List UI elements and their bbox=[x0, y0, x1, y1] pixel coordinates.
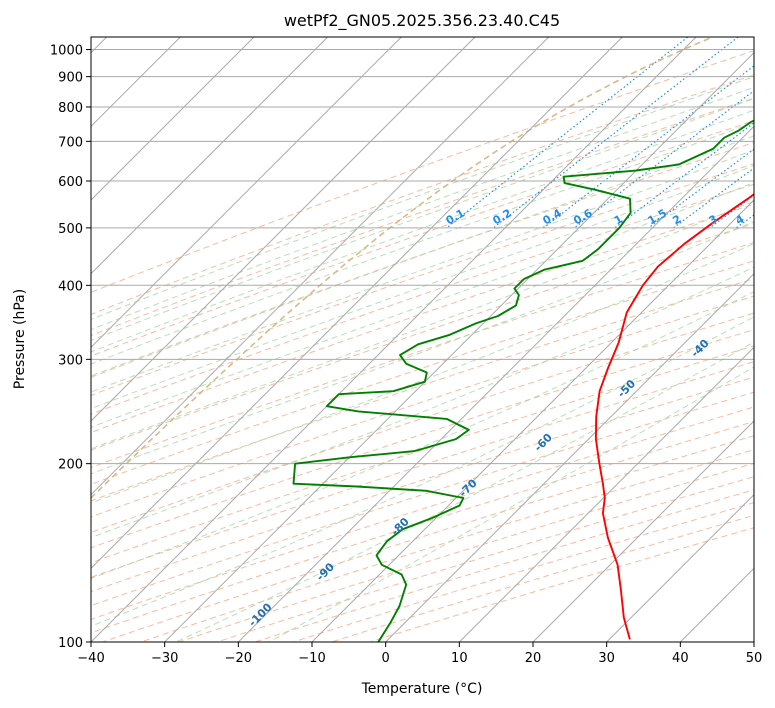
x-tick-label: −10 bbox=[298, 651, 325, 666]
dry-adiabat-line bbox=[91, 278, 754, 502]
isotherm-line bbox=[91, 37, 550, 496]
y-tick-label: 700 bbox=[58, 135, 83, 150]
moist-adiabat-line bbox=[91, 266, 754, 539]
isotherm-line bbox=[237, 125, 754, 642]
isotherm-line bbox=[385, 272, 754, 642]
x-tick-label: −40 bbox=[77, 651, 104, 666]
x-tick-label: −30 bbox=[151, 651, 178, 666]
sounding-lines bbox=[292, 119, 754, 642]
y-tick-label: 100 bbox=[58, 636, 83, 651]
dry-adiabat-line bbox=[91, 295, 754, 518]
chart-title: wetPf2_GN05.2025.356.23.40.C45 bbox=[284, 11, 560, 31]
moist-adiabat-line bbox=[268, 366, 754, 642]
y-tick-label: 500 bbox=[58, 222, 83, 237]
moist-adiabat-line bbox=[91, 316, 754, 627]
x-tick-label: 20 bbox=[525, 651, 542, 666]
moist-adiabat-line bbox=[91, 291, 754, 579]
y-axis-label: Pressure (hPa) bbox=[12, 289, 28, 389]
x-tick-label: 50 bbox=[746, 651, 763, 666]
y-tick-label: 400 bbox=[58, 279, 83, 294]
y-tick-label: 1000 bbox=[50, 44, 83, 59]
temperature-profile-line bbox=[594, 192, 754, 640]
isotherm-line bbox=[311, 199, 754, 642]
isotherm-line bbox=[91, 37, 623, 570]
dry-adiabat-line bbox=[91, 203, 754, 433]
isotherm-line bbox=[532, 420, 754, 642]
mixing-ratio-line bbox=[614, 122, 754, 229]
mixing-ratio-line bbox=[493, 37, 739, 229]
y-tick-label: 200 bbox=[58, 458, 83, 473]
dry-adiabat-line bbox=[91, 74, 754, 315]
isotherm-line bbox=[91, 37, 402, 349]
moist-adiabat-line bbox=[91, 86, 754, 331]
axes: −40 −30 −20 −10 0 10 20 30 40 50 1000 900 800 700 600 5… bbox=[50, 44, 762, 666]
isotherm-line bbox=[458, 346, 754, 642]
dry-adiabat-line bbox=[91, 241, 754, 469]
dry-adiabat-line bbox=[91, 183, 754, 415]
y-tick-label: 900 bbox=[58, 71, 83, 86]
y-tick-label: 800 bbox=[58, 101, 83, 116]
isotherm-line bbox=[91, 37, 476, 422]
isotherm-line bbox=[164, 51, 754, 642]
x-axis-label: Temperature (°C) bbox=[361, 681, 483, 697]
moist-adiabat-line bbox=[91, 76, 754, 320]
mixing-ratio-line bbox=[543, 65, 754, 229]
background-lines bbox=[91, 37, 754, 642]
x-tick-label: 40 bbox=[672, 651, 689, 666]
y-tick-label: 600 bbox=[58, 175, 83, 190]
x-tick-label: 10 bbox=[451, 651, 468, 666]
y-tick-label: 300 bbox=[58, 353, 83, 368]
moist-adiabat-line bbox=[91, 181, 754, 428]
mixing-ratio-line bbox=[446, 37, 689, 229]
isotherm-line bbox=[606, 493, 754, 642]
moist-adiabat-line bbox=[91, 98, 754, 341]
x-tick-label: 30 bbox=[598, 651, 615, 666]
isotherm-line bbox=[91, 37, 255, 201]
dry-adiabat-line bbox=[91, 97, 754, 337]
moist-adiabat-line bbox=[91, 200, 754, 450]
plot-frame bbox=[90, 36, 755, 643]
dry-adiabat-line bbox=[91, 391, 754, 607]
isotherm-line bbox=[91, 37, 697, 642]
x-tick-label: −20 bbox=[225, 651, 252, 666]
dewpoint-profile-line bbox=[292, 119, 754, 642]
moist-adiabat-line bbox=[91, 242, 754, 504]
x-tick-label: 0 bbox=[382, 651, 390, 666]
isotherm-line bbox=[91, 37, 329, 275]
plot-background bbox=[91, 37, 754, 642]
